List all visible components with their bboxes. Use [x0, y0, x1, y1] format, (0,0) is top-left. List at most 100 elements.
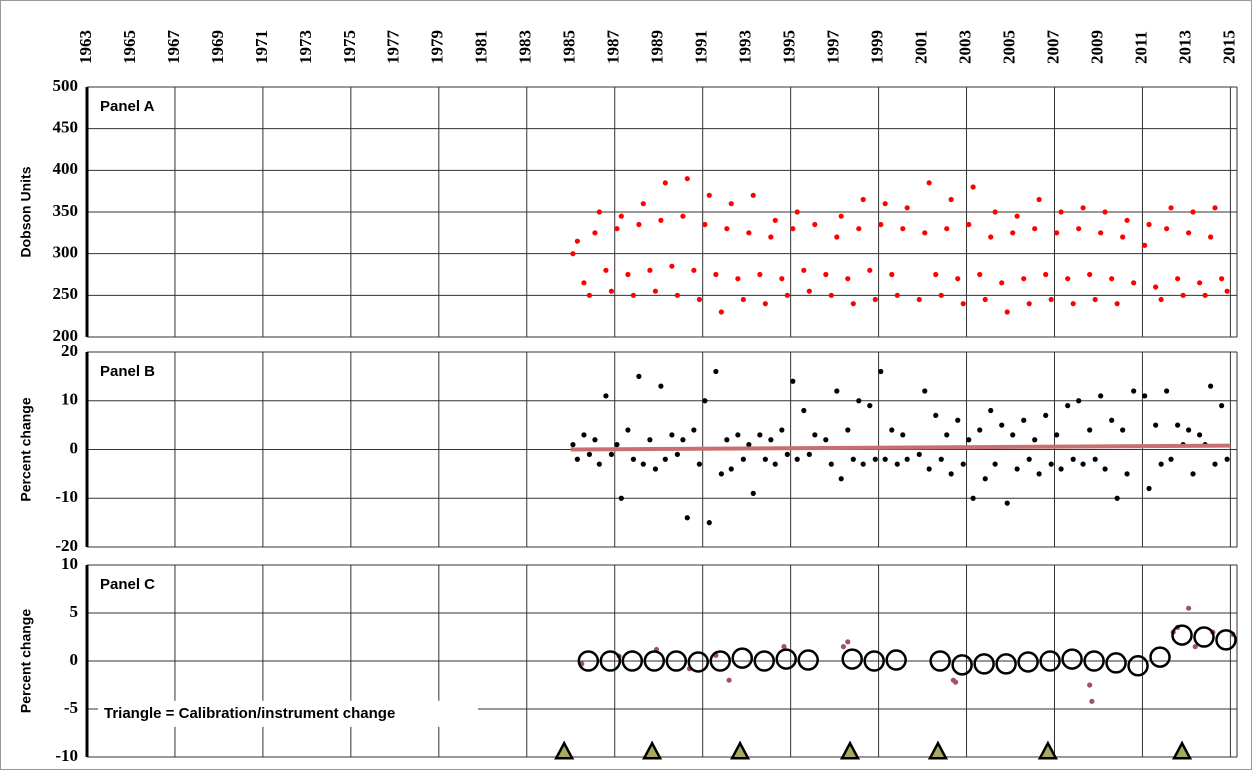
- point: [1070, 456, 1076, 462]
- point: [904, 456, 910, 462]
- calibration-marker: [1171, 740, 1193, 760]
- annotation-box: [98, 700, 478, 727]
- point: [838, 476, 844, 482]
- point: [1080, 205, 1086, 211]
- annual-mean: [1017, 651, 1039, 673]
- point: [828, 461, 834, 467]
- point: [1120, 234, 1126, 240]
- x-tick-label: 2003: [955, 30, 974, 64]
- point: [768, 437, 774, 443]
- point: [784, 451, 790, 457]
- point: [636, 373, 642, 379]
- annual-mean: [797, 649, 819, 671]
- point: [630, 456, 637, 462]
- point: [992, 461, 998, 467]
- point: [728, 201, 734, 207]
- x-tick-label: 1967: [164, 30, 183, 65]
- point: [988, 407, 994, 414]
- point: [691, 267, 697, 273]
- point: [1032, 226, 1038, 232]
- point: [1021, 417, 1027, 423]
- point: [603, 267, 609, 273]
- calibration-marker: [1037, 740, 1058, 760]
- point: [828, 292, 834, 298]
- point: [718, 309, 724, 315]
- annual-mean: [885, 649, 907, 671]
- y-tick-label: 200: [53, 326, 79, 345]
- point: [1058, 209, 1064, 215]
- point: [1092, 296, 1098, 303]
- point: [746, 442, 752, 448]
- point: [647, 267, 653, 273]
- point: [1026, 456, 1032, 462]
- point: [1048, 296, 1054, 303]
- y-tick-label: 500: [53, 76, 79, 95]
- point: [977, 427, 983, 433]
- point: [1087, 271, 1093, 278]
- point: [735, 432, 741, 438]
- point: [872, 456, 878, 462]
- point: [812, 432, 818, 438]
- point: [762, 456, 768, 462]
- point: [900, 226, 906, 232]
- annual-mean: [841, 648, 863, 670]
- point: [834, 388, 840, 394]
- point: [1076, 226, 1082, 232]
- point: [960, 461, 966, 467]
- point: [790, 378, 796, 384]
- point: [1089, 698, 1095, 704]
- point: [757, 271, 763, 278]
- x-tick-label: 1979: [428, 30, 447, 64]
- point: [1168, 456, 1174, 462]
- point: [938, 292, 944, 298]
- point: [1098, 393, 1104, 399]
- point: [948, 196, 954, 203]
- point: [806, 288, 812, 294]
- point: [1087, 427, 1093, 433]
- calibration-marker: [839, 740, 861, 760]
- point: [684, 515, 690, 521]
- annual-mean: [753, 650, 775, 672]
- annual-mean: [1215, 629, 1237, 651]
- point: [1164, 388, 1170, 394]
- point: [625, 427, 631, 433]
- x-tick-label: 1973: [296, 30, 315, 64]
- point: [1026, 301, 1032, 307]
- point: [872, 296, 878, 303]
- point: [966, 437, 972, 443]
- y-tick-label: 20: [61, 341, 78, 360]
- point: [728, 466, 734, 472]
- point: [904, 205, 910, 211]
- point: [952, 679, 959, 685]
- annual-mean: [643, 650, 666, 672]
- point: [596, 209, 602, 215]
- panel-title: Panel C: [100, 576, 155, 593]
- annual-mean: [1171, 624, 1193, 646]
- x-tick-label: 2009: [1087, 30, 1106, 64]
- point: [982, 476, 988, 482]
- point: [706, 520, 712, 526]
- point: [1092, 456, 1098, 462]
- point: [630, 292, 637, 298]
- point: [781, 644, 787, 650]
- panel-title: Panel B: [100, 363, 155, 380]
- y-axis-label: Dobson Units: [18, 166, 34, 257]
- point: [750, 192, 756, 198]
- point: [1120, 427, 1126, 433]
- point: [1212, 205, 1218, 211]
- point: [696, 296, 702, 303]
- point: [1142, 242, 1148, 248]
- y-tick-label: 0: [70, 438, 79, 457]
- point: [938, 456, 944, 462]
- point: [647, 437, 653, 443]
- point: [784, 292, 790, 298]
- x-tick-label: 1993: [736, 30, 755, 64]
- annual-mean: [1149, 646, 1171, 668]
- x-tick-label: 1965: [120, 30, 139, 64]
- point: [1014, 213, 1020, 219]
- x-tick-label: 1991: [692, 30, 711, 64]
- point: [1186, 230, 1192, 236]
- point: [750, 490, 756, 496]
- y-tick-label: 400: [53, 159, 79, 178]
